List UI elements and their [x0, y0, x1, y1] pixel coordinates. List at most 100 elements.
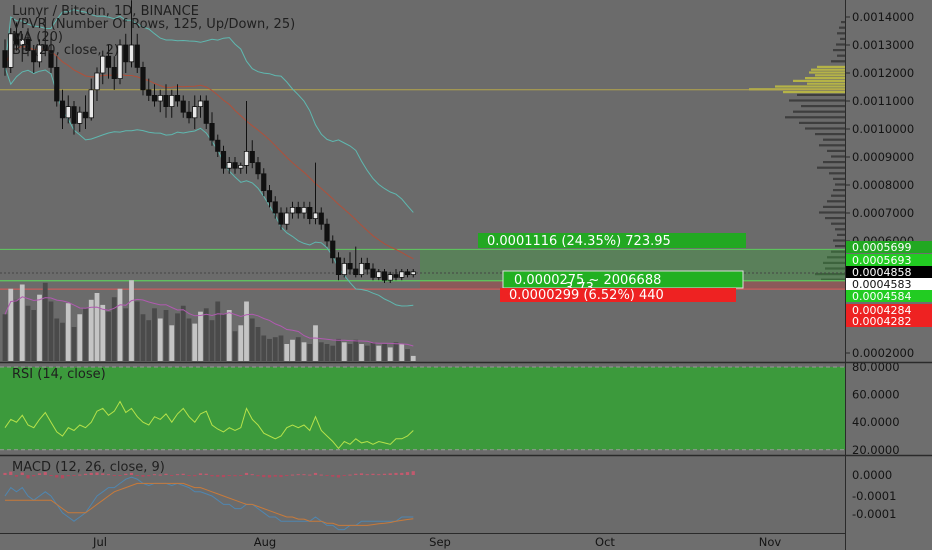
price-tag-box [846, 315, 932, 327]
volume-bar [54, 318, 60, 361]
candle-body [284, 212, 290, 225]
vpvr-bar [835, 228, 845, 231]
volume-bar [8, 288, 14, 361]
candle-body [272, 201, 278, 214]
symbol-title[interactable]: Lunyr / Bitcoin, 1D, BINANCE [12, 4, 199, 19]
volume-bar [410, 355, 416, 361]
volume-bar [238, 325, 244, 361]
volume-bars [2, 280, 416, 361]
candle-body [8, 33, 14, 68]
candle-body [105, 55, 112, 68]
vpvr-bar [785, 116, 845, 119]
macd-histogram-bar [106, 474, 111, 476]
vpvr-bar [831, 194, 845, 197]
vpvr-bar [825, 267, 845, 270]
price-axis-label: 0.0008000 [852, 178, 914, 192]
vpvr-bar [825, 217, 845, 220]
stop-label: 0.0000299 (6.52%) 440 [509, 288, 664, 303]
macd-histogram-bar [158, 474, 162, 476]
macd-signal-line [5, 482, 414, 526]
indicator-bb[interactable]: BB (20, close, 2) [12, 43, 119, 58]
candle-body [387, 274, 393, 281]
macd-histogram-bar [181, 473, 185, 475]
price-axis-label: 0.0002000 [852, 346, 914, 360]
candle-body [266, 190, 273, 203]
macd-histogram-bar [354, 473, 358, 475]
volume-bar [175, 313, 180, 361]
vpvr-bar [817, 166, 845, 169]
volume-bar [330, 345, 336, 361]
candle-body [341, 262, 347, 275]
candle-body [19, 39, 25, 46]
volume-bar [324, 344, 330, 361]
price-tag-box [846, 241, 932, 253]
macd-histogram-bar [164, 473, 168, 475]
stop-label-box [500, 288, 736, 302]
price-tag-label: 0.0005693 [852, 254, 912, 267]
macd-histogram-bar [118, 475, 122, 476]
candle-body [163, 95, 169, 108]
candle-body [226, 162, 232, 169]
time-axis-label: Sep [429, 535, 451, 549]
volume-bar [272, 337, 278, 361]
macd-histogram-bar [124, 473, 128, 475]
volume-bar [157, 318, 163, 361]
macd-histogram-bar [216, 475, 220, 477]
vpvr-bar [833, 189, 845, 192]
macd-histogram-bar [233, 475, 237, 477]
vpvr-bar [775, 85, 845, 88]
candle-body [134, 44, 140, 68]
macd-histogram-bar [170, 475, 174, 476]
macd-histogram-bar [382, 473, 387, 475]
candle-body [318, 212, 324, 225]
candle-body [65, 106, 71, 119]
volume-bar [129, 280, 134, 361]
macd-histogram-bar [342, 475, 346, 476]
macd-histogram-bar [365, 474, 369, 476]
rsi-title[interactable]: RSI (14, close) [12, 367, 106, 382]
volume-bar [134, 301, 140, 361]
volume-bar [2, 314, 8, 361]
vpvr-bar [823, 138, 845, 141]
volume-bar [186, 318, 192, 361]
time-axis-label: Oct [595, 535, 615, 549]
macd-histogram-bar [43, 472, 47, 475]
volume-bar [88, 299, 94, 361]
volume-bar [232, 331, 238, 361]
macd-histogram-bar [394, 472, 398, 475]
indicator-ma[interactable]: MA (20) [12, 30, 63, 45]
macd-histogram-bar [210, 475, 214, 477]
volume-ma-line [4, 296, 414, 347]
candle-body [393, 274, 399, 278]
candle-body [358, 262, 365, 275]
candle-body [31, 50, 37, 63]
candle-body [399, 271, 405, 278]
candle-body [180, 100, 186, 113]
position-tool[interactable]: 0.0001116 (24.35%) 723.95 0.0000275 ~ 200… [0, 233, 845, 303]
candle-body [307, 206, 313, 219]
macd-histogram-bar [175, 474, 180, 476]
target-label: 0.0001116 (24.35%) 723.95 [487, 234, 671, 249]
rsi-line [4, 400, 414, 450]
volume-bar [221, 314, 226, 361]
candle-body [278, 212, 284, 225]
macd-histogram-bar [198, 473, 203, 475]
macd-title[interactable]: MACD (12, 26, close, 9) [12, 460, 165, 475]
macd-histogram-bar [78, 474, 82, 476]
volume-bar [19, 284, 25, 361]
candle-body [261, 173, 267, 192]
vpvr-bar [783, 91, 845, 94]
rsi-band [0, 367, 845, 450]
macd-histogram-bar [359, 473, 364, 475]
volume-bar [100, 304, 106, 361]
volume-bar [65, 303, 71, 361]
candle-body [77, 111, 83, 124]
macd-histogram-bar [26, 475, 30, 479]
candle-body [312, 212, 319, 219]
macd-histogram-bar [60, 475, 65, 479]
candle-body [192, 106, 198, 119]
indicator-vpvr[interactable]: VPVR (Number Of Rows, 125, Up/Down, 25) [12, 17, 295, 32]
candle-body [197, 100, 204, 107]
vpvr-bar [805, 127, 845, 130]
